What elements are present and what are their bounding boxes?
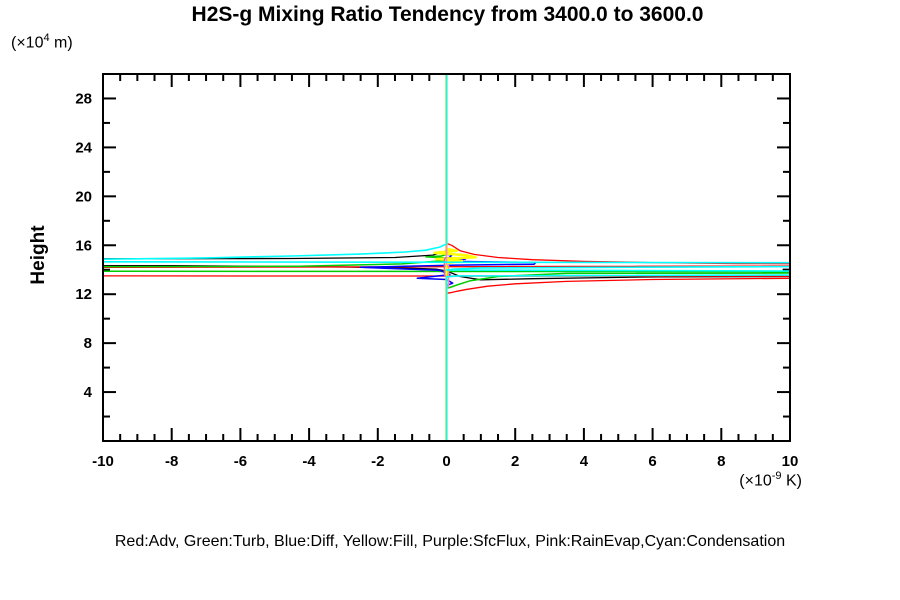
y-tick-label: 4 (84, 384, 93, 401)
series-Turb (104, 75, 789, 440)
x-tick-label: -8 (165, 453, 178, 470)
y-tick-label: 8 (84, 335, 92, 352)
series-Adv (104, 75, 789, 440)
x-tick-label: 2 (511, 453, 519, 470)
x-tick-label: 8 (717, 453, 725, 470)
series-black (104, 75, 789, 281)
y-tick-label: 20 (75, 188, 92, 205)
x-tick-label: -10 (92, 453, 114, 470)
x-tick-label: -2 (371, 453, 384, 470)
x-tick-label: 6 (648, 453, 656, 470)
y-tick-label: 12 (75, 286, 92, 303)
x-tick-label: -4 (302, 453, 316, 470)
series-Condensation (104, 75, 789, 440)
legend-text: Red:Adv, Green:Turb, Blue:Diff, Yellow:F… (114, 533, 786, 550)
x-tick-label: 10 (782, 453, 799, 470)
chart-title: H2S-g Mixing Ratio Tendency from 3400.0 … (191, 3, 704, 26)
y-axis-unit: (×104 m) (11, 32, 73, 52)
x-tick-label: 4 (580, 453, 589, 470)
y-tick-label: 16 (75, 237, 92, 254)
x-tick-label: -6 (234, 453, 247, 470)
x-axis-unit: (×10-9 K) (739, 470, 802, 490)
y-tick-label: 28 (75, 90, 92, 107)
x-tick-label: 0 (442, 453, 450, 470)
y-tick-label: 24 (75, 139, 92, 156)
